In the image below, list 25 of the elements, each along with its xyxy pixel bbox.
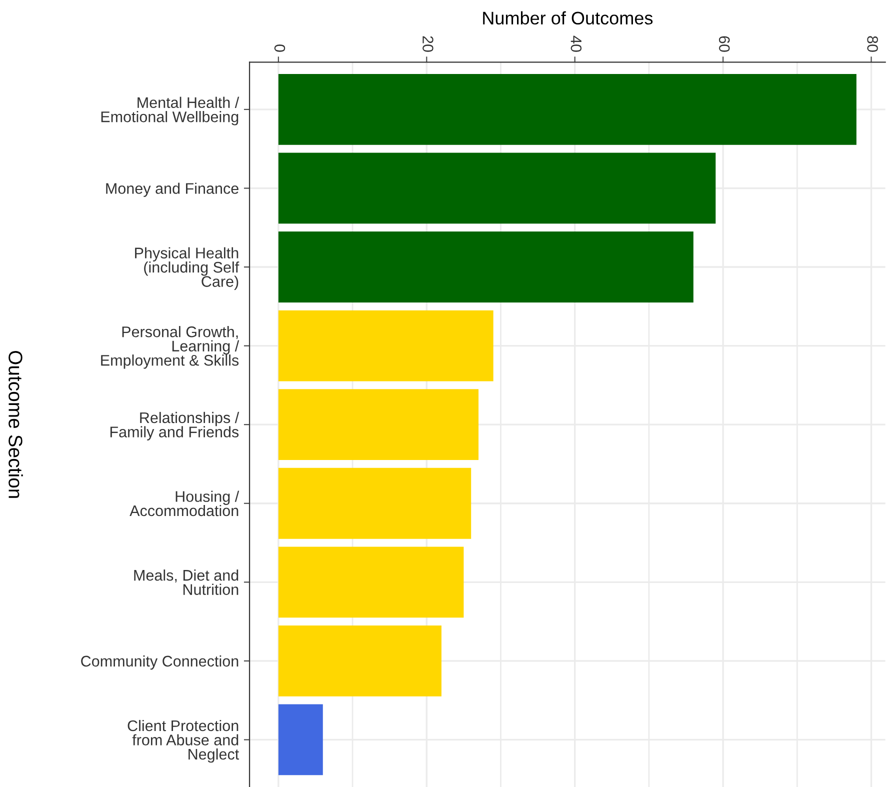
bar	[278, 232, 694, 302]
bar	[278, 625, 442, 696]
y-tick-label: Community Connection	[81, 655, 238, 670]
x-tick-label: 20	[422, 36, 434, 52]
y-tick-label: Physical Health (including Self Care)	[135, 247, 240, 290]
bar	[278, 152, 716, 224]
x-tick-label: 80	[867, 36, 878, 52]
y-axis-title: Outcome Section	[8, 350, 23, 498]
y-tick-label: Meals, Diet and Nutrition	[134, 570, 238, 595]
bar	[278, 389, 479, 460]
y-tick-label: Housing / Accommodation	[130, 490, 240, 516]
bar	[278, 74, 856, 145]
bar	[278, 704, 323, 776]
bar	[278, 310, 494, 382]
bar	[278, 546, 464, 618]
bar	[278, 468, 472, 539]
y-tick-label: Money and Finance	[106, 182, 238, 197]
x-axis-title: Number of Outcomes	[483, 11, 653, 25]
x-tick-label: 60	[718, 36, 730, 52]
x-tick-label: 40	[570, 36, 582, 52]
x-tick-label: 0	[274, 44, 286, 52]
y-tick-label: Client Protection from Abuse and Neglect	[128, 720, 239, 763]
y-tick-label: Personal Growth, Learning / Employment & Skills	[101, 326, 240, 369]
y-tick-label: Mental Health / Emotional Wellbeing	[101, 96, 240, 126]
y-tick-label: Relationships / Family and Friends	[110, 412, 240, 440]
